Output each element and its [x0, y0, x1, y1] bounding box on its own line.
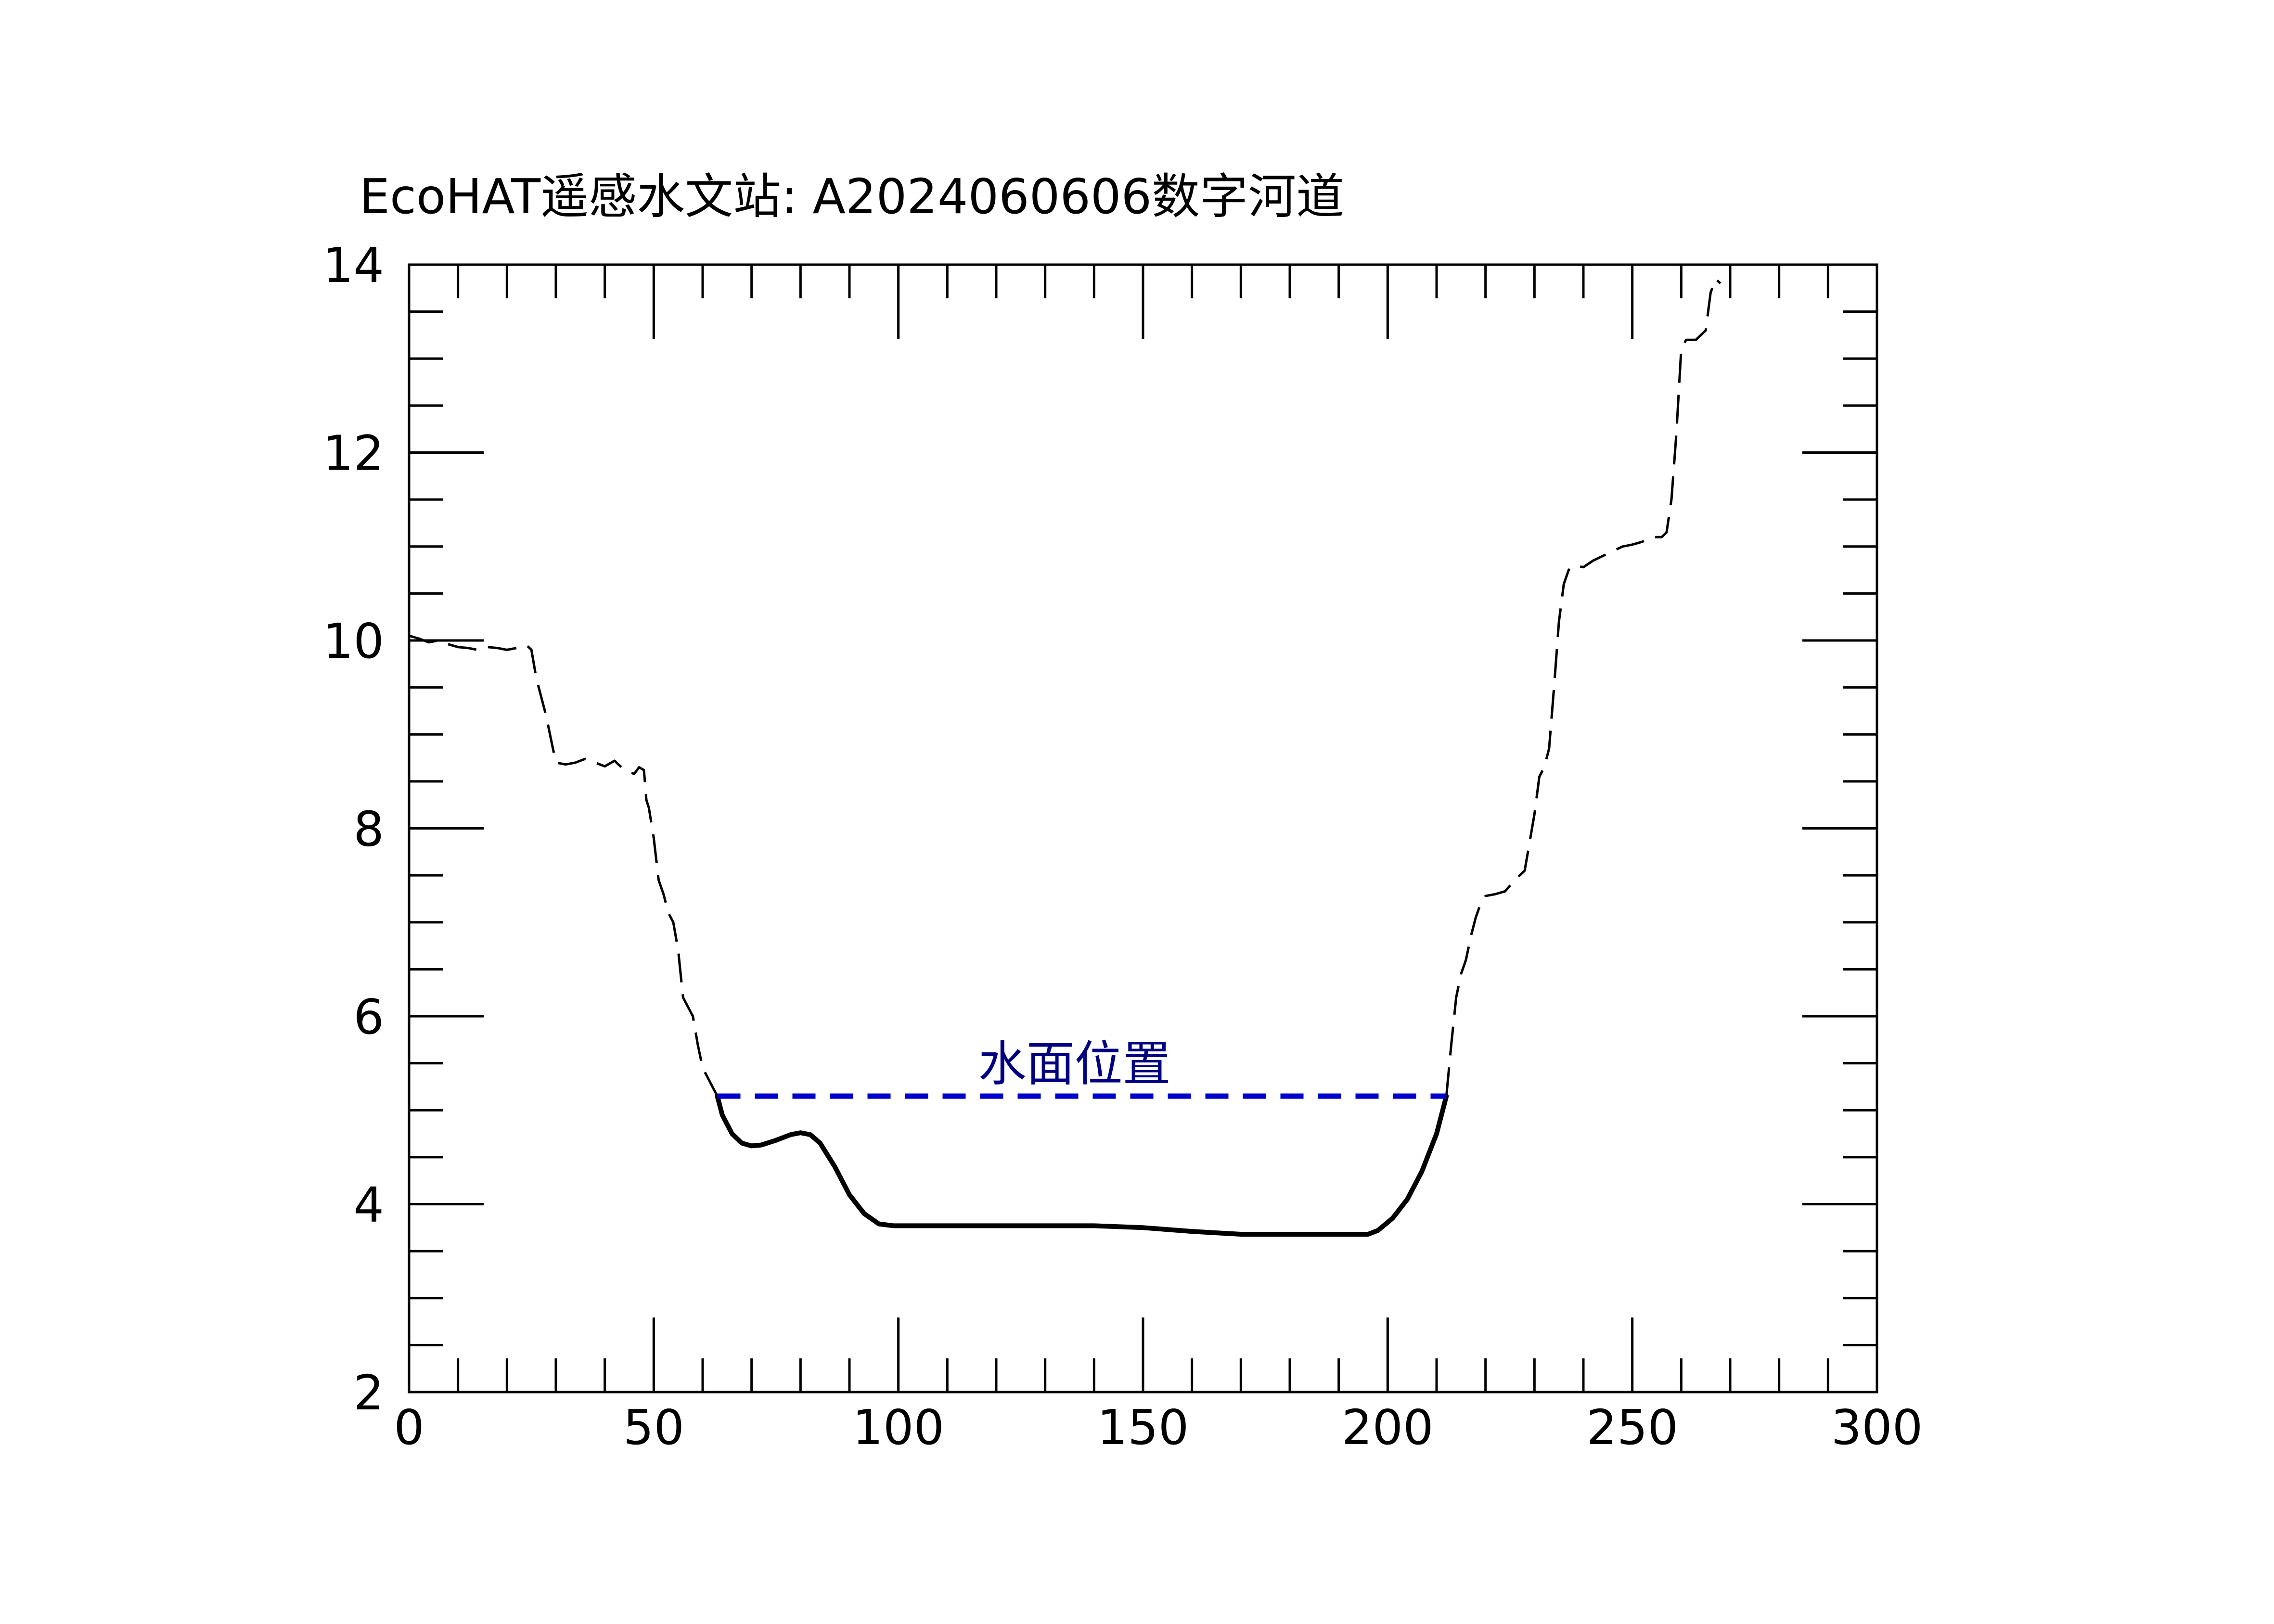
x-tick-label: 0: [394, 1399, 424, 1456]
right-bank-profile: [1445, 277, 1722, 1097]
riverbed-profile-underwater: [715, 1094, 1449, 1237]
y-tick-label: 2: [353, 1365, 384, 1421]
y-tick-label: 4: [353, 1177, 384, 1233]
plot-frame: [408, 263, 1878, 1394]
y-axis-tick-labels: 2 4 6 8 10 12 14: [323, 237, 384, 1421]
x-axis-tick-labels: 0 50 100 150 200 250 300: [394, 1399, 1923, 1456]
water-surface-label: 水面位置: [978, 1036, 1171, 1092]
x-tick-label: 200: [1342, 1399, 1434, 1456]
y-tick-label: 8: [353, 801, 384, 857]
series-layer: [409, 277, 1722, 1237]
major-ticks: [408, 263, 1878, 1394]
x-tick-label: 150: [1097, 1399, 1189, 1456]
y-tick-label: 14: [323, 237, 384, 294]
minor-ticks: [409, 265, 1877, 1392]
x-tick-label: 50: [623, 1399, 684, 1456]
chart-title: EcoHAT遥感水文站: A2024060606数字河道: [360, 168, 1344, 225]
x-tick-label: 300: [1831, 1399, 1923, 1456]
y-tick-label: 10: [323, 613, 384, 669]
left-bank-profile: [409, 634, 719, 1097]
y-tick-label: 12: [323, 425, 384, 482]
x-tick-label: 250: [1586, 1399, 1678, 1456]
x-tick-label: 100: [852, 1399, 944, 1456]
y-tick-label: 6: [353, 989, 384, 1045]
